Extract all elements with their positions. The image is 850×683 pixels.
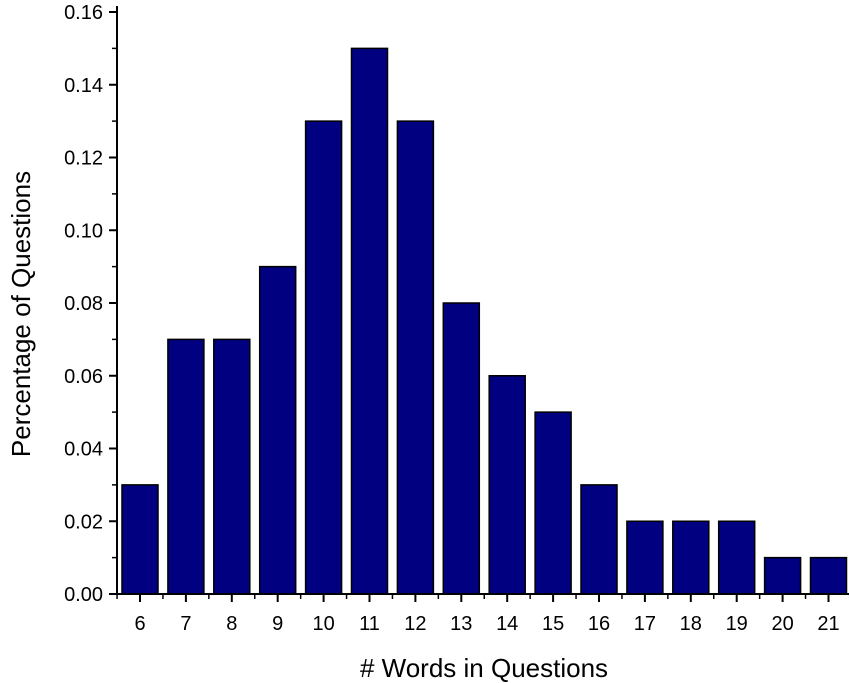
bar-12 <box>396 120 435 595</box>
x-tick-label: 6 <box>134 613 145 635</box>
x-tick-label: 16 <box>588 613 610 635</box>
x-tick-label: 12 <box>404 613 426 635</box>
y-tick-label: 0.08 <box>64 293 103 315</box>
x-tick-label: 7 <box>180 613 191 635</box>
x-tick-label: 21 <box>817 613 839 635</box>
bar-17 <box>626 520 664 595</box>
y-tick-label: 0.04 <box>64 439 103 461</box>
x-tick-label: 13 <box>450 613 472 635</box>
bar-14 <box>488 375 526 595</box>
x-axis-title: # Words in Questions <box>360 653 608 683</box>
x-tick-label: 9 <box>272 613 283 635</box>
x-tick-label: 10 <box>312 613 334 635</box>
y-tick-label: 0.16 <box>64 2 103 24</box>
bar-8 <box>213 338 251 595</box>
x-tick-label: 20 <box>771 613 793 635</box>
y-axis-title: Percentage of Questions <box>6 171 36 457</box>
bar-18 <box>672 520 710 595</box>
bar-13 <box>442 302 481 595</box>
x-tick-label: 11 <box>359 613 380 635</box>
bar-7 <box>167 338 205 595</box>
bars-group <box>121 47 848 595</box>
x-tick-label: 8 <box>226 613 237 635</box>
x-tick-label: 19 <box>726 613 748 635</box>
bar-15 <box>534 411 572 595</box>
x-axis: 6 7 8 9 10 11 12 13 14 15 16 17 18 19 20 21 <box>116 593 849 635</box>
x-tick-label: 17 <box>634 613 656 635</box>
bar-11 <box>350 47 389 595</box>
x-tick-label: 18 <box>680 613 702 635</box>
bar-6 <box>121 484 159 595</box>
y-axis: 0.00 0.02 0.04 0.06 0.08 0.10 0.12 0.14 0.16 <box>64 2 118 606</box>
bar-19 <box>717 520 756 595</box>
x-tick-label: 15 <box>542 613 564 635</box>
bar-16 <box>580 484 618 595</box>
y-tick-label: 0.14 <box>64 75 103 97</box>
bar-9 <box>258 265 297 595</box>
y-tick-label: 0.06 <box>64 366 103 388</box>
y-tick-label: 0.12 <box>64 148 103 170</box>
x-tick-label: 14 <box>496 613 518 635</box>
bar-21 <box>809 556 848 595</box>
bar-20 <box>763 556 802 595</box>
bar-10 <box>304 120 343 595</box>
y-tick-label: 0.02 <box>64 511 103 533</box>
y-tick-label: 0.00 <box>64 584 103 606</box>
y-tick-label: 0.10 <box>64 220 103 242</box>
